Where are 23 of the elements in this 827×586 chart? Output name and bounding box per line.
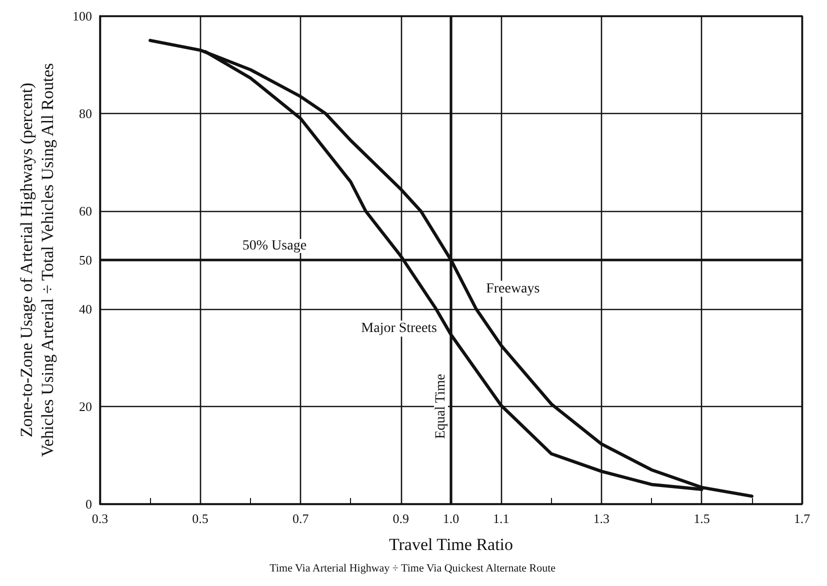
ref-line-label: Equal Time	[434, 374, 448, 439]
x-tick-label: 1.0	[442, 511, 460, 526]
y-tick-label: 100	[72, 8, 92, 24]
y-axis-title: Zone-to-Zone Usage of Arterial Highways (percent) Vehicles Using Arterial ÷ Total Vehicles Using All Routes	[17, 63, 57, 457]
x-tick-label: 1.3	[593, 511, 610, 526]
x-tick-label: 1.7	[794, 511, 811, 526]
x-axis-title: Travel Time Ratio	[388, 535, 514, 554]
x-tick-label: 0.7	[292, 511, 310, 526]
ref-line-label: 50% Usage	[242, 238, 307, 254]
x-tick-label: 0.3	[92, 511, 108, 526]
y-tick-label: 50	[79, 252, 92, 268]
x-tick-label: 1.5	[694, 511, 710, 526]
y-tick-label: 20	[79, 398, 92, 414]
y-tick-label: 40	[79, 301, 92, 316]
y-tick-label: 80	[79, 106, 92, 122]
x-tick-label: 0.5	[192, 511, 208, 526]
series-label: Major Streets	[361, 321, 437, 336]
text: Time Via Arterial Highway ÷ Time Via Quickest Alternate Route	[270, 562, 556, 574]
y-tick-label: 60	[79, 204, 92, 219]
y-tick-label: 0	[86, 496, 92, 512]
x-tick-label: 0.9	[392, 511, 409, 526]
series-label: Freeways	[486, 281, 540, 296]
x-tick-label: 1.1	[493, 511, 510, 526]
